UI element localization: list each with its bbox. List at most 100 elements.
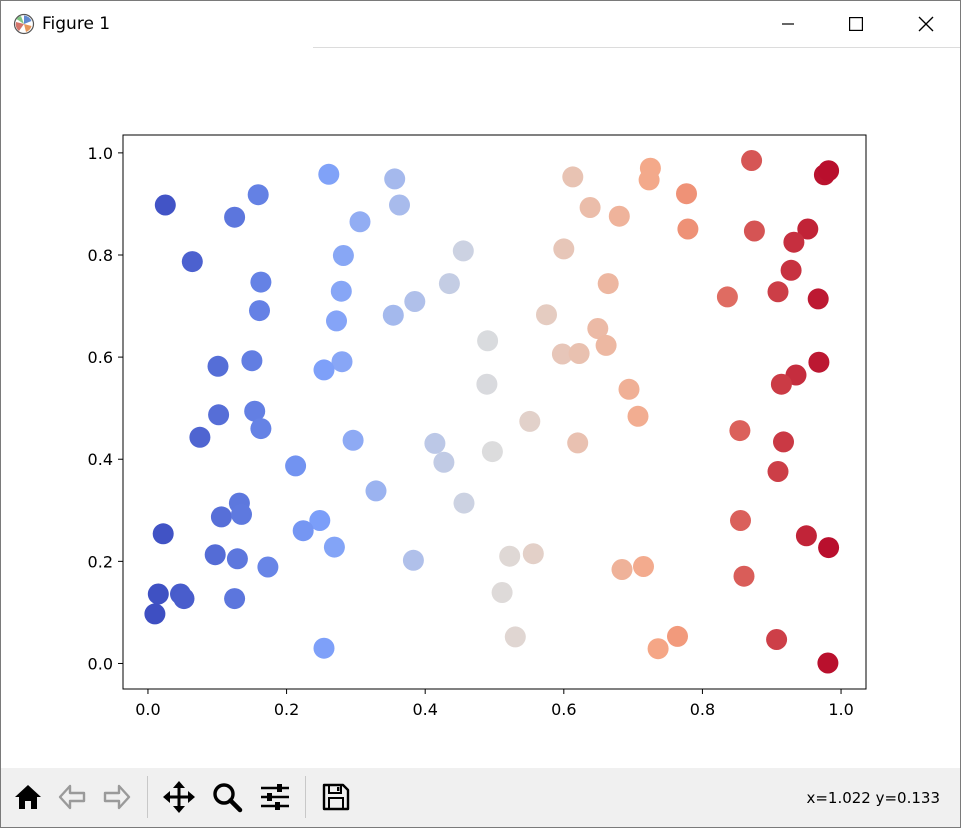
title-separator — [313, 47, 960, 48]
forward-button[interactable] — [97, 777, 137, 817]
scatter-point — [224, 206, 246, 228]
scatter-point — [562, 166, 584, 188]
configure-subplots-button[interactable] — [255, 777, 295, 817]
scatter-point — [770, 373, 792, 395]
scatter-point — [323, 536, 345, 558]
scatter-point — [553, 238, 575, 260]
scatter-point — [181, 251, 203, 273]
scatter-point — [438, 273, 460, 295]
scatter-point — [318, 163, 340, 185]
scatter-point — [773, 431, 794, 453]
maximize-button[interactable] — [833, 1, 879, 47]
scatter-point — [244, 400, 266, 422]
scatter-point — [633, 556, 654, 577]
scatter-point — [780, 259, 802, 281]
scatter-point — [257, 556, 279, 578]
scatter-point — [389, 194, 410, 216]
scatter-point — [677, 218, 699, 240]
back-icon — [58, 784, 86, 810]
scatter-point — [207, 355, 229, 377]
forward-icon — [103, 784, 131, 810]
scatter-point — [349, 211, 371, 233]
scatter-point — [285, 455, 307, 477]
scatter-point — [250, 271, 272, 293]
scatter-point — [522, 543, 544, 565]
scatter-point — [587, 318, 609, 339]
scatter-point — [729, 420, 751, 442]
scatter-point — [808, 351, 830, 373]
scatter-point — [477, 330, 499, 352]
scatter-point — [741, 150, 763, 171]
x-tick-label: 0.0 — [135, 700, 160, 719]
y-tick-label: 0.4 — [88, 450, 113, 469]
scatter-point — [817, 652, 839, 674]
scatter-point — [313, 359, 335, 381]
scatter-point — [730, 510, 751, 531]
scatter-point — [608, 205, 630, 227]
cursor-coordinates: x=1.022 y=0.133 — [806, 789, 940, 807]
scatter-point — [797, 218, 819, 240]
zoom-icon — [213, 783, 243, 813]
x-tick-label: 0.4 — [412, 700, 437, 719]
scatter-point — [676, 183, 697, 205]
scatter-point — [491, 582, 513, 603]
navigation-toolbar: x=1.022 y=0.133 — [1, 768, 960, 827]
scatter-point — [404, 291, 426, 312]
y-tick-label: 0.6 — [88, 348, 113, 367]
scatter-point — [365, 480, 387, 502]
scatter-point — [499, 545, 521, 567]
scatter-point — [766, 629, 788, 650]
scatter-point — [326, 310, 347, 332]
scatter-point — [249, 300, 270, 322]
scatter-point — [330, 280, 352, 302]
scatter-point — [767, 461, 789, 482]
back-button[interactable] — [52, 777, 92, 817]
minimize-icon — [782, 23, 794, 25]
scatter-point — [818, 160, 840, 182]
scatter-point — [595, 334, 617, 356]
scatter-point — [597, 273, 619, 295]
toolbar-separator — [147, 776, 148, 818]
configure-subplots-icon — [261, 784, 289, 810]
scatter-point — [818, 537, 840, 559]
y-tick-label: 1.0 — [88, 144, 113, 163]
scatter-point — [716, 286, 738, 308]
save-icon — [322, 783, 350, 811]
scatter-point — [551, 343, 573, 365]
zoom-button[interactable] — [207, 777, 247, 817]
scatter-point — [627, 405, 649, 427]
scatter-point — [331, 351, 353, 373]
scatter-point — [402, 549, 424, 571]
home-button[interactable] — [8, 777, 48, 817]
save-button[interactable] — [316, 777, 356, 817]
scatter-point — [332, 245, 354, 266]
scatter-point — [152, 523, 174, 545]
scatter-point — [504, 626, 526, 648]
scatter-point — [567, 432, 589, 454]
x-tick-label: 0.6 — [551, 700, 576, 719]
scatter-point — [618, 378, 640, 400]
toolbar-separator — [305, 776, 306, 818]
close-button[interactable] — [903, 1, 949, 47]
scatter-point — [536, 304, 557, 326]
scatter-point — [144, 603, 166, 625]
axes-frame — [122, 134, 867, 690]
y-tick-label: 0.8 — [88, 246, 113, 265]
scatter-point — [292, 520, 314, 542]
scatter-point — [384, 168, 406, 190]
scatter-point — [452, 240, 474, 262]
scatter-chart[interactable]: 0.0 0.2 0.4 0.6 0.8 1.0 0.0 0.2 0.4 0.6 0.8 1.0 — [1, 48, 960, 768]
title-bar[interactable]: Figure 1 — [1, 1, 960, 47]
scatter-point — [611, 559, 633, 580]
y-tick-label: 0.2 — [88, 552, 113, 571]
scatter-point — [313, 637, 335, 659]
pan-button[interactable] — [159, 777, 199, 817]
scatter-point — [481, 441, 503, 463]
figure-canvas[interactable]: 0.0 0.2 0.4 0.6 0.8 1.0 0.0 0.2 0.4 0.6 0.8 1.0 — [1, 48, 960, 768]
window-title: Figure 1 — [42, 14, 111, 34]
scatter-point — [519, 410, 541, 432]
x-tick-label: 1.0 — [828, 700, 853, 719]
scatter-point — [382, 304, 404, 326]
minimize-button[interactable] — [765, 1, 811, 47]
